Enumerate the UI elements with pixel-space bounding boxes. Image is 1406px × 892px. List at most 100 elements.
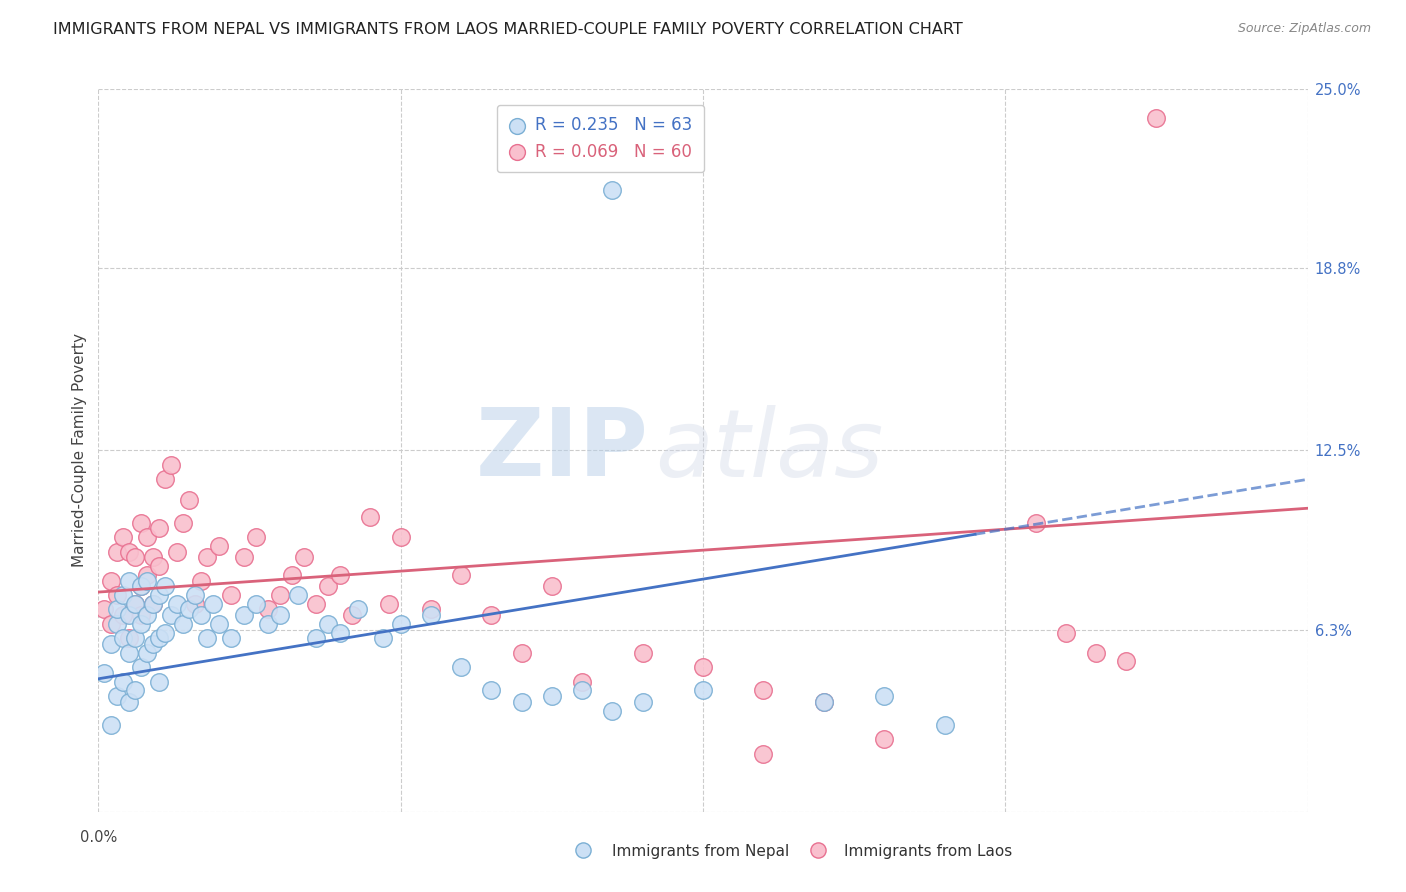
- Point: [105, 689, 128, 703]
- Point: [208, 539, 231, 553]
- Point: [245, 597, 267, 611]
- Point: [172, 616, 194, 631]
- Point: [221, 588, 243, 602]
- Point: [195, 550, 218, 565]
- Point: [135, 530, 157, 544]
- Point: [100, 637, 122, 651]
- Point: [118, 544, 141, 558]
- Point: [100, 574, 122, 588]
- Point: [540, 579, 562, 593]
- Point: [184, 597, 207, 611]
- Point: [195, 632, 218, 646]
- Point: [135, 567, 157, 582]
- Point: [692, 660, 714, 674]
- Point: [166, 544, 188, 558]
- Point: [602, 704, 624, 718]
- Point: [153, 579, 176, 593]
- Point: [129, 608, 152, 623]
- Point: [1024, 516, 1046, 530]
- Point: [100, 616, 122, 631]
- Point: [135, 646, 157, 660]
- Point: [142, 597, 165, 611]
- Point: [118, 632, 141, 646]
- Point: [873, 732, 896, 747]
- Point: [208, 616, 231, 631]
- Point: [232, 550, 254, 565]
- Point: [1144, 111, 1167, 125]
- Point: [481, 683, 503, 698]
- Point: [129, 660, 152, 674]
- Point: [105, 544, 128, 558]
- Point: [179, 492, 201, 507]
- Point: [129, 616, 152, 631]
- Point: [540, 689, 562, 703]
- Point: [124, 597, 146, 611]
- Point: [269, 608, 291, 623]
- Point: [148, 588, 170, 602]
- Point: [118, 695, 141, 709]
- Point: [571, 674, 593, 689]
- Point: [111, 530, 134, 544]
- Text: Source: ZipAtlas.com: Source: ZipAtlas.com: [1237, 22, 1371, 36]
- Text: 0.0%: 0.0%: [80, 830, 117, 845]
- Point: [111, 588, 134, 602]
- Point: [153, 472, 176, 486]
- Point: [269, 588, 291, 602]
- Point: [111, 632, 134, 646]
- Point: [232, 608, 254, 623]
- Text: Immigrants from Laos: Immigrants from Laos: [844, 845, 1012, 859]
- Point: [172, 516, 194, 530]
- Point: [93, 602, 115, 616]
- Point: [100, 718, 122, 732]
- Y-axis label: Married-Couple Family Poverty: Married-Couple Family Poverty: [72, 334, 87, 567]
- Point: [292, 550, 315, 565]
- Point: [347, 602, 370, 616]
- Point: [142, 597, 165, 611]
- Text: ZIP: ZIP: [475, 404, 648, 497]
- Point: [111, 608, 134, 623]
- Point: [316, 579, 339, 593]
- Point: [329, 625, 352, 640]
- Point: [221, 632, 243, 646]
- Point: [450, 660, 472, 674]
- Point: [142, 637, 165, 651]
- Point: [105, 616, 128, 631]
- Point: [752, 747, 775, 761]
- Point: [450, 567, 472, 582]
- Point: [281, 567, 304, 582]
- Point: [160, 458, 183, 472]
- Point: [1085, 646, 1108, 660]
- Point: [481, 608, 503, 623]
- Point: [179, 602, 201, 616]
- Point: [1115, 655, 1137, 669]
- Point: [118, 574, 141, 588]
- Point: [148, 521, 170, 535]
- Text: atlas: atlas: [655, 405, 883, 496]
- Text: Immigrants from Nepal: Immigrants from Nepal: [612, 845, 789, 859]
- Point: [389, 616, 412, 631]
- Point: [572, 843, 595, 857]
- Point: [118, 646, 141, 660]
- Point: [118, 608, 141, 623]
- Point: [873, 689, 896, 703]
- Point: [148, 632, 170, 646]
- Point: [377, 597, 399, 611]
- Point: [287, 588, 309, 602]
- Point: [129, 579, 152, 593]
- Point: [256, 616, 278, 631]
- Point: [602, 183, 624, 197]
- Point: [202, 597, 225, 611]
- Point: [305, 597, 328, 611]
- Point: [93, 665, 115, 680]
- Point: [190, 574, 212, 588]
- Point: [420, 608, 443, 623]
- Point: [184, 588, 207, 602]
- Point: [135, 608, 157, 623]
- Point: [105, 588, 128, 602]
- Point: [256, 602, 278, 616]
- Point: [124, 632, 146, 646]
- Point: [571, 683, 593, 698]
- Point: [329, 567, 352, 582]
- Point: [1054, 625, 1077, 640]
- Point: [752, 683, 775, 698]
